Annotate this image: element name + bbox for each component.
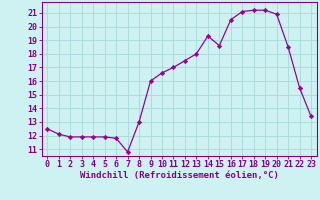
- X-axis label: Windchill (Refroidissement éolien,°C): Windchill (Refroidissement éolien,°C): [80, 171, 279, 180]
